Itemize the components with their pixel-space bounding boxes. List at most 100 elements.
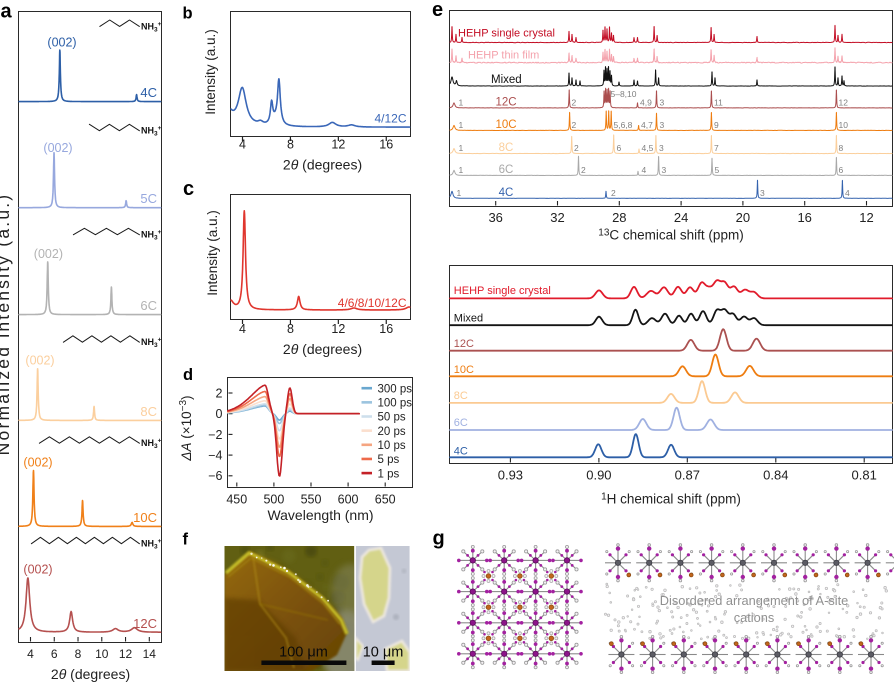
svg-text:12: 12 <box>331 138 345 152</box>
svg-text:c: c <box>183 178 194 200</box>
svg-text:500: 500 <box>263 493 284 507</box>
svg-text:3: 3 <box>660 120 665 130</box>
svg-text:4/6/8/10/12C: 4/6/8/10/12C <box>338 296 407 310</box>
svg-text:HEHP single crystal: HEHP single crystal <box>458 28 555 40</box>
svg-text:12C: 12C <box>495 97 516 109</box>
svg-text:0.81: 0.81 <box>852 468 877 483</box>
svg-text:10 ps: 10 ps <box>378 440 406 452</box>
svg-text:(002): (002) <box>34 247 63 261</box>
svg-text:2: 2 <box>611 188 616 198</box>
svg-text:6C: 6C <box>140 298 157 313</box>
svg-text:−2: −2 <box>208 428 222 442</box>
svg-text:g: g <box>433 528 445 550</box>
svg-text:2θ (degrees): 2θ (degrees) <box>283 157 362 173</box>
svg-text:Mixed: Mixed <box>454 313 483 325</box>
svg-text:HEHP single crystal: HEHP single crystal <box>454 285 551 297</box>
svg-text:−4: −4 <box>208 449 222 463</box>
svg-text:1: 1 <box>459 120 464 130</box>
svg-text:1 ps: 1 ps <box>378 468 400 480</box>
svg-text:3: 3 <box>659 143 664 153</box>
svg-text:Disordered arrangement of A-si: Disordered arrangement of A-site <box>660 593 849 608</box>
svg-text:0.93: 0.93 <box>498 468 523 483</box>
svg-text:4/12C: 4/12C <box>374 112 406 126</box>
svg-text:0: 0 <box>216 407 223 421</box>
svg-text:8: 8 <box>287 322 294 336</box>
svg-text:a: a <box>1 1 13 23</box>
svg-text:650: 650 <box>375 493 396 507</box>
svg-text:6: 6 <box>839 165 844 175</box>
svg-text:450: 450 <box>226 493 247 507</box>
svg-text:8: 8 <box>287 138 294 152</box>
svg-text:2: 2 <box>572 98 577 108</box>
svg-text:5: 5 <box>715 165 720 175</box>
svg-text:10C: 10C <box>454 364 474 376</box>
svg-text:Mixed: Mixed <box>491 74 522 86</box>
svg-text:cations: cations <box>734 610 775 625</box>
svg-text:2: 2 <box>216 386 223 400</box>
svg-text:550: 550 <box>301 493 322 507</box>
svg-text:8: 8 <box>839 143 844 153</box>
svg-text:12: 12 <box>859 210 873 225</box>
svg-text:14: 14 <box>143 647 157 661</box>
svg-text:1: 1 <box>459 143 464 153</box>
svg-text:4: 4 <box>642 165 647 175</box>
svg-text:3: 3 <box>760 188 765 198</box>
svg-text:50 ps: 50 ps <box>378 412 406 424</box>
svg-text:4C: 4C <box>499 187 514 199</box>
svg-text:12: 12 <box>119 647 133 661</box>
svg-text:5,6,8: 5,6,8 <box>614 120 633 130</box>
svg-text:11: 11 <box>714 98 723 108</box>
svg-text:4: 4 <box>239 138 246 152</box>
svg-text:(002): (002) <box>47 36 76 50</box>
svg-text:4C: 4C <box>454 445 468 457</box>
svg-text:2θ (degrees): 2θ (degrees) <box>283 341 362 357</box>
svg-text:0.84: 0.84 <box>763 468 788 483</box>
svg-text:−6: −6 <box>208 469 222 483</box>
svg-text:Normalized intensity (a.u.): Normalized intensity (a.u.) <box>0 193 13 456</box>
svg-text:2: 2 <box>572 120 577 130</box>
svg-text:4: 4 <box>845 188 850 198</box>
svg-text:12: 12 <box>839 98 849 108</box>
svg-text:4,5: 4,5 <box>642 143 654 153</box>
svg-text:5–8,10: 5–8,10 <box>611 89 637 99</box>
svg-text:Wavelength (nm): Wavelength (nm) <box>267 507 373 523</box>
svg-text:2θ (degrees): 2θ (degrees) <box>51 666 130 682</box>
svg-text:(002): (002) <box>43 141 72 155</box>
svg-text:0.87: 0.87 <box>675 468 700 483</box>
svg-text:(002): (002) <box>23 563 52 577</box>
svg-text:4: 4 <box>27 647 34 661</box>
svg-text:10: 10 <box>839 120 849 130</box>
svg-text:6C: 6C <box>499 164 514 176</box>
svg-text:600: 600 <box>338 493 359 507</box>
svg-text:2: 2 <box>581 165 586 175</box>
svg-text:5C: 5C <box>140 191 157 206</box>
svg-text:1: 1 <box>459 98 464 108</box>
svg-text:8C: 8C <box>140 404 157 419</box>
svg-text:300 ps: 300 ps <box>378 383 413 395</box>
svg-text:10C: 10C <box>495 119 516 131</box>
svg-text:b: b <box>183 5 193 23</box>
svg-text:1: 1 <box>459 165 464 175</box>
svg-text:12C: 12C <box>133 616 157 631</box>
svg-text:100 ps: 100 ps <box>378 398 413 410</box>
svg-text:16: 16 <box>379 138 393 152</box>
svg-text:6: 6 <box>617 143 622 153</box>
svg-text:f: f <box>183 531 189 549</box>
svg-text:4: 4 <box>239 322 246 336</box>
svg-text:6C: 6C <box>454 417 468 429</box>
svg-text:1: 1 <box>457 188 462 198</box>
svg-text:4,7: 4,7 <box>641 120 653 130</box>
svg-text:32: 32 <box>550 210 564 225</box>
svg-text:8C: 8C <box>499 142 514 154</box>
svg-text:3: 3 <box>660 98 665 108</box>
svg-text:9: 9 <box>714 120 719 130</box>
svg-text:10: 10 <box>95 647 109 661</box>
svg-text:28: 28 <box>612 210 626 225</box>
svg-text:0.90: 0.90 <box>586 468 611 483</box>
svg-text:20: 20 <box>736 210 750 225</box>
svg-text:16: 16 <box>797 210 811 225</box>
svg-text:(002): (002) <box>25 354 54 368</box>
svg-text:HEHP thin film: HEHP thin film <box>468 50 539 62</box>
svg-text:Intensity (a.u.): Intensity (a.u.) <box>205 210 220 296</box>
svg-text:2: 2 <box>574 143 579 153</box>
